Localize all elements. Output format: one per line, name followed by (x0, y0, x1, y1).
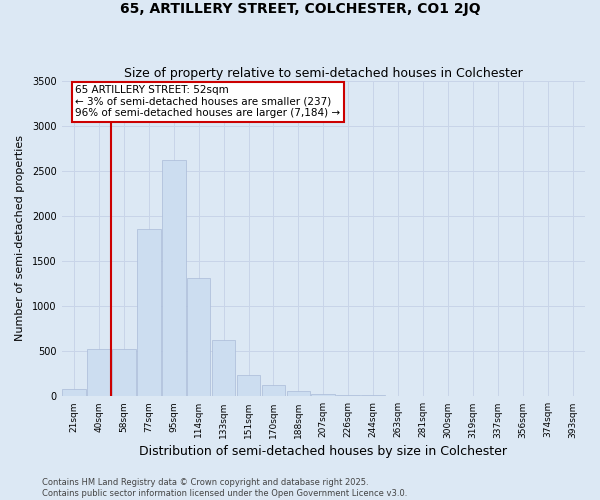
Bar (361, 395, 385, 396)
Bar (287, 391, 310, 396)
Bar (212, 340, 235, 396)
Bar (137, 230, 161, 396)
Bar (112, 348, 136, 397)
Text: 65, ARTILLERY STREET, COLCHESTER, CO1 2JQ: 65, ARTILLERY STREET, COLCHESTER, CO1 2J… (119, 2, 481, 16)
Bar (87, 348, 111, 397)
Bar (62, 389, 86, 396)
Title: Size of property relative to semi-detached houses in Colchester: Size of property relative to semi-detach… (124, 66, 523, 80)
Bar (162, 160, 185, 396)
Bar (311, 394, 335, 396)
X-axis label: Distribution of semi-detached houses by size in Colchester: Distribution of semi-detached houses by … (139, 444, 507, 458)
Text: Contains HM Land Registry data © Crown copyright and database right 2025.
Contai: Contains HM Land Registry data © Crown c… (42, 478, 407, 498)
Text: 65 ARTILLERY STREET: 52sqm
← 3% of semi-detached houses are smaller (237)
96% of: 65 ARTILLERY STREET: 52sqm ← 3% of semi-… (75, 85, 340, 118)
Bar (337, 394, 360, 396)
Bar (262, 386, 285, 396)
Y-axis label: Number of semi-detached properties: Number of semi-detached properties (15, 136, 25, 342)
Bar (187, 278, 211, 396)
Bar (236, 374, 260, 396)
